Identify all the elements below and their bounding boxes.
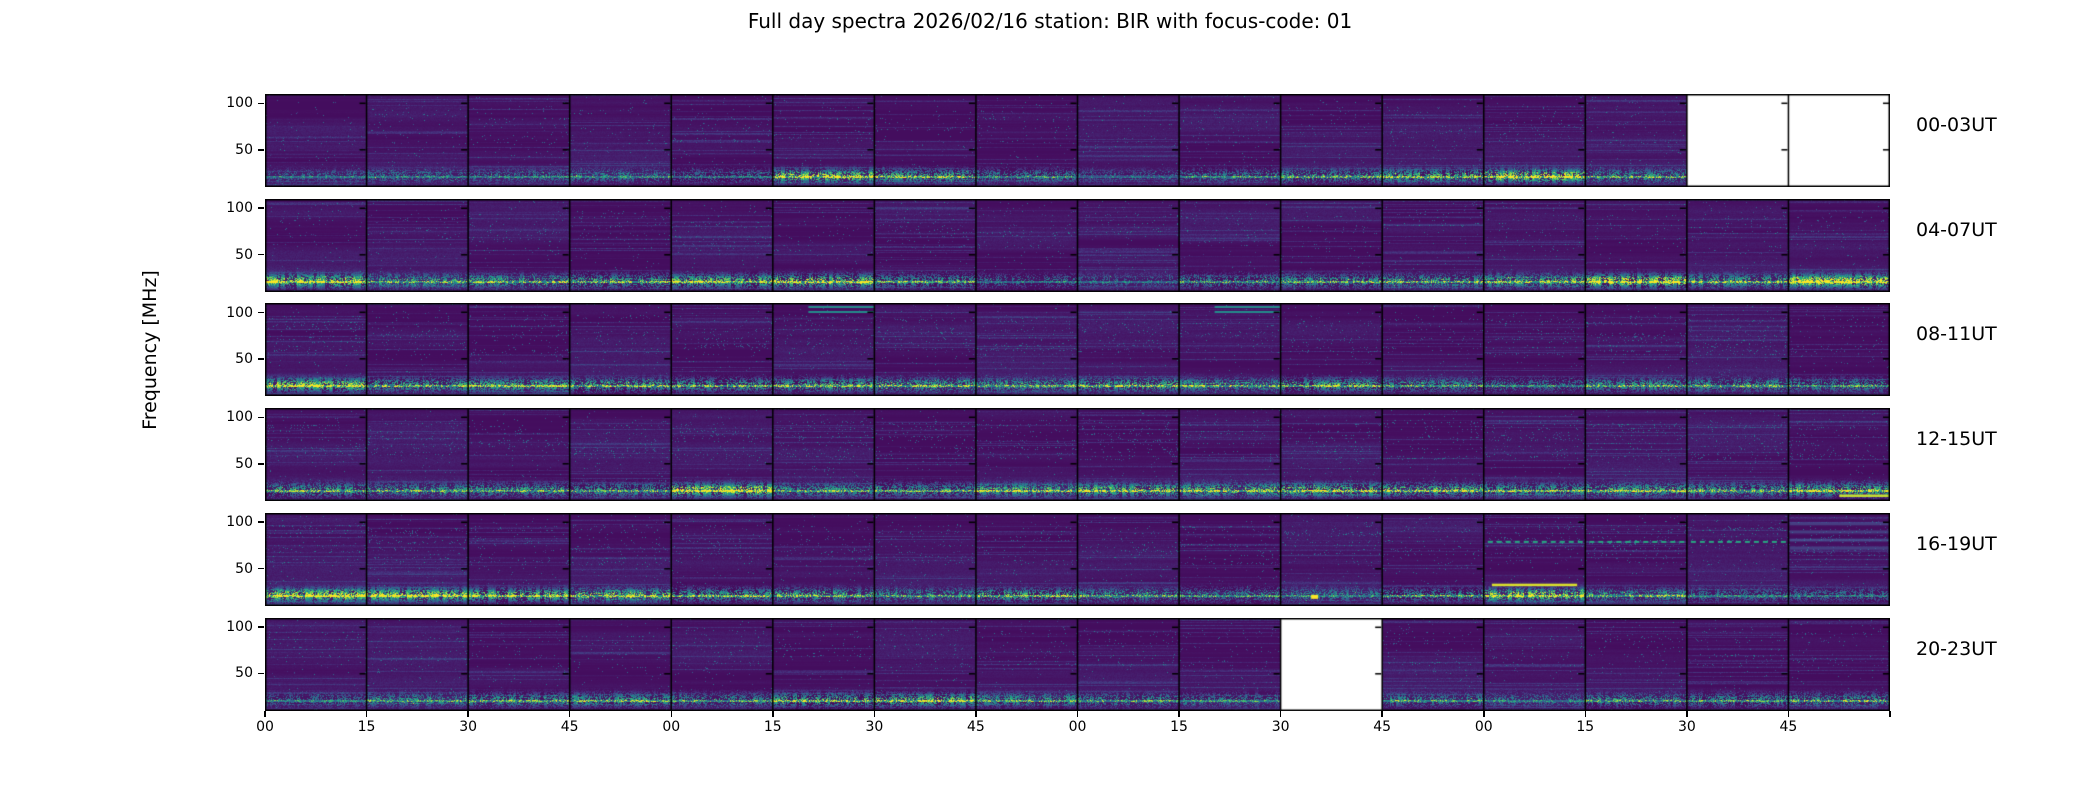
spectrogram-row-20-23UT: [265, 617, 1890, 711]
x-tick-label: 45: [1373, 718, 1392, 735]
x-tick-mark: [264, 710, 266, 717]
x-tick-label: 30: [1677, 718, 1696, 735]
row-label-08-11UT: 08-11UT: [1916, 323, 1997, 346]
y-tick-label: 100: [226, 618, 253, 635]
spectrogram-row-12-15UT: [265, 408, 1890, 502]
x-tick-mark: [1279, 710, 1282, 717]
y-tick-label: 50: [235, 665, 253, 682]
y-tick-label: 100: [226, 95, 253, 112]
y-tick-label: 50: [235, 246, 253, 263]
y-tick-label: 100: [226, 200, 253, 216]
y-tick-label: 100: [226, 304, 253, 321]
y-tick-label: 50: [235, 141, 253, 158]
x-tick-label: 00: [1068, 718, 1087, 735]
y-tick-mark: [258, 149, 264, 151]
spectrogram-row-00-03UT: [265, 94, 1890, 187]
y-tick-mark: [258, 311, 264, 314]
x-tick-label: 15: [1170, 718, 1188, 735]
x-tick-label: 45: [560, 718, 579, 735]
y-tick-label: 100: [226, 409, 253, 426]
y-tick-mark: [258, 416, 264, 419]
x-tick-label: 00: [1474, 718, 1493, 735]
x-tick-label: 30: [865, 718, 884, 735]
row-label-16-19UT: 16-19UT: [1916, 532, 1997, 555]
x-tick-mark: [1686, 710, 1688, 717]
spectrogram-row-08-11UT: [265, 303, 1890, 397]
row-label-04-07UT: 04-07UT: [1916, 218, 1997, 241]
x-tick-mark: [670, 710, 672, 717]
x-tick-label: 00: [662, 718, 681, 735]
x-tick-mark: [1483, 710, 1485, 717]
x-tick-mark: [568, 710, 571, 717]
x-tick-mark: [1787, 710, 1790, 717]
y-tick-mark: [258, 567, 264, 570]
x-tick-label: 30: [1271, 718, 1290, 735]
x-tick-label: 45: [1779, 718, 1798, 735]
y-tick-mark: [258, 253, 264, 256]
figure-title: Full day spectra 2026/02/16 station: BIR…: [747, 9, 1353, 33]
spectrogram-row-16-19UT: [265, 512, 1890, 606]
x-tick-mark: [1889, 710, 1891, 717]
x-tick-mark: [975, 710, 977, 717]
x-tick-mark: [873, 710, 876, 717]
y-tick-label: 100: [226, 514, 253, 531]
x-tick-mark: [1381, 710, 1383, 717]
y-tick-label: 50: [235, 351, 253, 368]
y-tick-mark: [258, 626, 264, 628]
row-label-00-03UT: 00-03UT: [1916, 114, 1997, 136]
x-tick-label: 30: [459, 718, 478, 735]
y-tick-mark: [258, 358, 264, 360]
y-tick-label: 50: [235, 560, 253, 577]
x-tick-label: 15: [763, 718, 782, 735]
x-tick-mark: [772, 710, 774, 717]
y-tick-mark: [258, 102, 264, 105]
row-label-12-15UT: 12-15UT: [1916, 428, 1997, 451]
row-label-20-23UT: 20-23UT: [1916, 637, 1997, 660]
x-tick-mark: [467, 710, 469, 717]
y-tick-mark: [258, 207, 264, 209]
x-tick-label: 15: [1576, 718, 1595, 735]
y-tick-mark: [258, 672, 264, 675]
y-tick-label: 50: [235, 455, 253, 472]
x-tick-label: 00: [256, 718, 274, 735]
x-tick-label: 45: [967, 718, 985, 735]
spectrogram-row-04-07UT: [265, 198, 1890, 292]
x-tick-label: 15: [357, 718, 376, 735]
y-axis-label: Frequency [MHz]: [139, 270, 161, 430]
y-tick-mark: [258, 521, 264, 523]
x-tick-mark: [1584, 710, 1587, 717]
x-tick-mark: [365, 710, 368, 717]
x-tick-mark: [1076, 710, 1079, 717]
y-tick-mark: [258, 463, 264, 465]
x-tick-mark: [1178, 710, 1180, 717]
